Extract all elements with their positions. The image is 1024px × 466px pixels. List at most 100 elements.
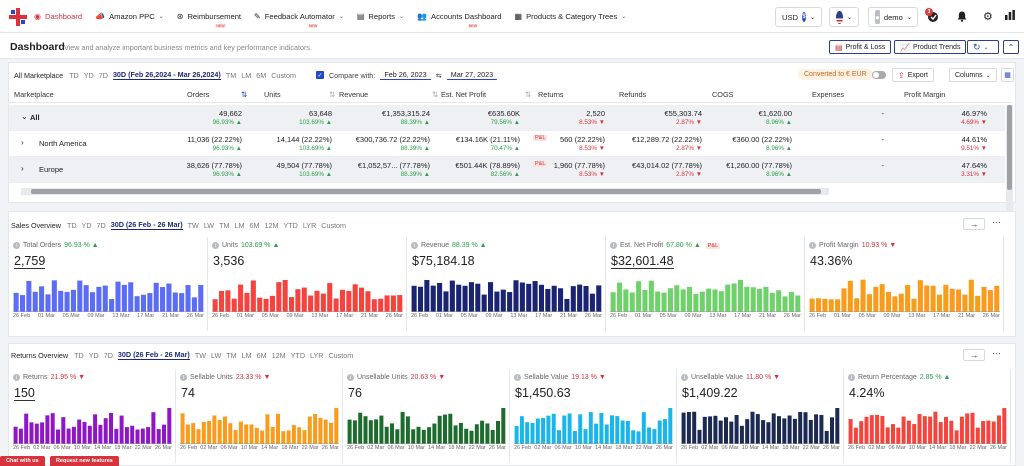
sales-period-lm[interactable]: LM bbox=[234, 220, 245, 230]
chart-bar[interactable] bbox=[365, 291, 371, 312]
chart-bar[interactable] bbox=[750, 411, 755, 444]
chart-bar[interactable] bbox=[395, 429, 400, 444]
info-icon[interactable]: i bbox=[681, 374, 688, 381]
nav-item-feedback-automator[interactable]: ✎ Feedback Automator ⌄ NEW bbox=[254, 12, 344, 28]
chart-bar[interactable] bbox=[501, 408, 506, 444]
chart-bar[interactable] bbox=[469, 430, 474, 444]
chart-bar[interactable] bbox=[333, 298, 339, 312]
chart-bar[interactable] bbox=[866, 294, 872, 312]
metric-card-unsellable-value[interactable]: i Unsellable Value 11.80 % ▼ $1,409.22 26 Fe… bbox=[677, 369, 844, 463]
chart-bar[interactable] bbox=[864, 416, 869, 444]
chart-bar[interactable] bbox=[661, 292, 667, 312]
chart-bar[interactable] bbox=[45, 294, 51, 312]
marketplace-period-tm[interactable]: TM bbox=[225, 70, 237, 80]
chart-bar[interactable] bbox=[191, 297, 197, 312]
chart-bar[interactable] bbox=[83, 285, 89, 312]
chart-bar[interactable] bbox=[572, 431, 577, 444]
returns-period-7d[interactable]: 7D bbox=[103, 350, 113, 360]
chart-bar[interactable] bbox=[282, 279, 288, 312]
chart-bar[interactable] bbox=[599, 412, 604, 444]
metric-card-sellable-units[interactable]: i Sellable Units 23.33 % ▼ 74 26 Feb 02 Mar 06… bbox=[176, 369, 343, 463]
chart-bar[interactable] bbox=[147, 293, 153, 312]
marketplace-period-selected[interactable]: 30D (Feb 26,2024 - Mar 26,2024) bbox=[112, 70, 221, 80]
metric-card-unsellable-units[interactable]: i Unsellable Units 20.63 % ▼ 76 26 Feb 02 Mar… bbox=[343, 369, 510, 463]
chart-bar[interactable] bbox=[346, 291, 352, 312]
chart-bar[interactable] bbox=[853, 427, 858, 444]
chart-bar[interactable] bbox=[936, 294, 942, 312]
chart-bar[interactable] bbox=[198, 284, 204, 312]
chart-bar[interactable] bbox=[475, 283, 481, 312]
chart-bar[interactable] bbox=[674, 285, 680, 312]
chart-bar[interactable] bbox=[987, 290, 993, 312]
chart-bar[interactable] bbox=[954, 430, 959, 444]
chart-bar[interactable] bbox=[61, 417, 66, 444]
chart-bar[interactable] bbox=[263, 298, 269, 312]
chart-bar[interactable] bbox=[191, 423, 196, 444]
returns-period-yd[interactable]: YD bbox=[88, 350, 99, 360]
chart-bar[interactable] bbox=[416, 426, 421, 444]
returns-period-ytd[interactable]: YTD bbox=[290, 350, 306, 360]
info-icon[interactable]: i bbox=[610, 242, 617, 249]
chart-bar[interactable] bbox=[930, 285, 936, 312]
chart-bar[interactable] bbox=[538, 284, 544, 312]
chart-bar[interactable] bbox=[128, 282, 134, 312]
chart-bar[interactable] bbox=[968, 279, 974, 312]
pl-badge[interactable]: P&L bbox=[705, 242, 721, 249]
returns-period-tm[interactable]: TM bbox=[226, 350, 237, 360]
chart-bar[interactable] bbox=[151, 412, 156, 444]
chart-bar[interactable] bbox=[519, 282, 525, 312]
column-header-expenses[interactable]: Expenses bbox=[812, 90, 845, 99]
chart-bar[interactable] bbox=[636, 431, 641, 444]
chart-bar[interactable] bbox=[636, 281, 642, 312]
returns-period-6m[interactable]: 6M bbox=[256, 350, 267, 360]
chart-bar[interactable] bbox=[822, 298, 828, 312]
chart-bar[interactable] bbox=[56, 429, 60, 444]
chart-bar[interactable] bbox=[970, 412, 975, 444]
chart-bar[interactable] bbox=[712, 289, 718, 312]
chart-bar[interactable] bbox=[39, 286, 45, 312]
chart-bar[interactable] bbox=[975, 295, 981, 312]
chart-bar[interactable] bbox=[917, 414, 922, 444]
columns-button[interactable]: Columns ⌄ bbox=[949, 68, 997, 82]
chart-bar[interactable] bbox=[432, 423, 437, 444]
chart-bar[interactable] bbox=[371, 299, 377, 312]
language-select[interactable]: ⌄ bbox=[829, 6, 859, 28]
info-icon[interactable]: i bbox=[13, 242, 20, 249]
chart-bar[interactable] bbox=[286, 430, 291, 444]
expand-row-icon[interactable]: › bbox=[21, 164, 24, 173]
chart-bar[interactable] bbox=[652, 429, 657, 444]
chart-bar[interactable] bbox=[443, 291, 449, 312]
chart-bar[interactable] bbox=[604, 424, 609, 444]
returns-period-custom[interactable]: Custom bbox=[328, 350, 354, 360]
chart-bar[interactable] bbox=[917, 280, 923, 312]
chart-bar[interactable] bbox=[819, 414, 824, 444]
chart-bar[interactable] bbox=[729, 421, 734, 444]
sort-icon[interactable]: ⇅ bbox=[329, 90, 336, 99]
returns-expand-button[interactable]: → bbox=[963, 349, 985, 361]
chart-bar[interactable] bbox=[588, 412, 593, 444]
chart-bar[interactable] bbox=[787, 415, 792, 444]
chart-bar[interactable] bbox=[34, 423, 39, 444]
chart-bar[interactable] bbox=[93, 414, 98, 444]
chart-bar[interactable] bbox=[166, 283, 172, 312]
chart-bar[interactable] bbox=[814, 414, 819, 444]
info-icon[interactable]: i bbox=[212, 242, 219, 249]
sales-period-lyr[interactable]: LYR bbox=[302, 220, 317, 230]
chart-bar[interactable] bbox=[924, 285, 930, 312]
chart-bar[interactable] bbox=[180, 413, 185, 444]
chart-bar[interactable] bbox=[594, 423, 599, 444]
chart-bar[interactable] bbox=[687, 286, 693, 312]
chart-bar[interactable] bbox=[551, 285, 557, 312]
chart-bar[interactable] bbox=[737, 279, 743, 312]
chart-bar[interactable] bbox=[803, 412, 808, 444]
gear-icon[interactable]: ⚙ bbox=[983, 11, 993, 23]
sales-expand-button[interactable]: → bbox=[963, 218, 985, 230]
chart-bar[interactable] bbox=[390, 295, 396, 312]
chart-bar[interactable] bbox=[616, 282, 623, 312]
column-header-returns[interactable]: Returns bbox=[538, 90, 564, 99]
nav-item-products-category-trees[interactable]: ▦ Products & Category Trees ⌄ bbox=[515, 12, 627, 21]
chart-bar[interactable] bbox=[986, 420, 991, 444]
chart-bar[interactable] bbox=[443, 414, 447, 444]
chart-bar[interactable] bbox=[959, 416, 964, 444]
column-header-est-net-profit[interactable]: Est. Net Profit bbox=[441, 90, 487, 99]
